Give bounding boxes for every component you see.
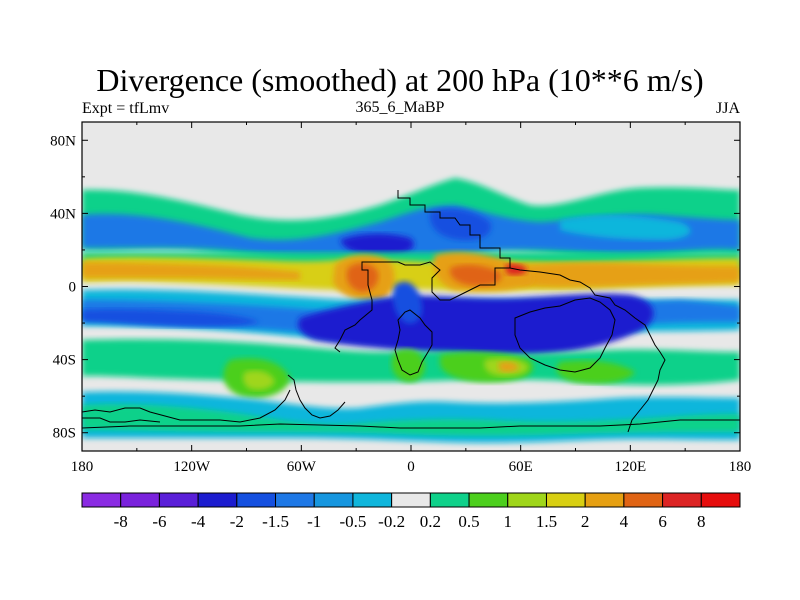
case-label: 365_6_MaBP [355,99,445,116]
plot-title: Divergence (smoothed) at 200 hPa (10**6 … [96,62,704,98]
colorbar-swatch [81,492,122,508]
colorbar-labels: -8 -6 -4 -2 -1.5 -1 -0.5 -0.2 0.2 0.5 1 1.5 2 4 6 8 [114,512,706,531]
coast-north-america [82,417,161,423]
x-tick-label: 120W [173,459,211,475]
field-s-deep-blue [298,293,654,357]
contour-fields [82,178,740,443]
y-tick-label: 0 [69,280,77,296]
colorbar-swatch [584,492,625,508]
coast-north-africa-eurasia [334,190,511,353]
x-tick-label: 120E [614,459,646,475]
colorbar-level-label: -0.2 [378,512,405,531]
coast-africa-south [394,309,433,376]
colorbar-swatch [120,492,160,508]
colorbar-level-label: -0.5 [339,512,366,531]
y-tick-labels: 80N 40N 0 40S 80S [50,133,76,441]
colorbar-level-label: 2 [581,512,590,531]
field-eq-orange-west [82,262,300,280]
colorbar-swatch [275,492,315,508]
field-sa-green [391,349,425,383]
colorbar-level-label: 4 [620,512,629,531]
coast-asia-east [509,267,666,433]
experiment-label: Expt = tfLmv [82,100,170,117]
x-tick-labels: 180 120W 60W 0 60E 120E 180 [71,459,752,475]
colorbar-swatch [352,492,393,508]
colorbar-swatch [507,492,547,508]
field-se-green [556,360,635,384]
colorbar-level-label: -2 [230,512,244,531]
colorbar-level-label: 1.5 [536,512,557,531]
colorbar-level-label: 8 [697,512,706,531]
field-atlantic-red [346,263,379,292]
axis-ticks [81,122,741,451]
colorbar-swatch [197,492,238,508]
colorbar-level-label: -1 [307,512,321,531]
colorbar-level-label: 0.2 [420,512,441,531]
x-tick-label: 180 [729,459,752,475]
x-tick-label: 0 [407,459,415,475]
x-tick-label: 180 [71,459,94,475]
field-n-deep-blue [340,233,414,257]
coast-australia [514,297,616,373]
colorbar-swatch [662,492,702,508]
colorbar-level-label: -6 [152,512,166,531]
field-s-orange [498,361,519,372]
y-tick-label: 40N [50,206,76,222]
colorbar-swatch [468,492,509,508]
y-tick-label: 80S [53,426,76,442]
colorbar-swatch [545,492,586,508]
colorbar-level-label: -4 [191,512,206,531]
colorbar-level-label: -1.5 [262,512,289,531]
colorbar-level-label: 0.5 [458,512,479,531]
colorbar-swatch [429,492,470,508]
colorbar-swatch [623,492,664,508]
y-tick-label: 80N [50,133,76,149]
coastlines [82,190,740,433]
field-sh-green [82,404,740,436]
field-sw-yellow [243,370,275,390]
coast-antarctica [82,389,740,429]
colorbar-level-label: 1 [504,512,513,531]
colorbar-swatch [236,492,277,508]
field-cyan-ne [560,215,691,240]
colorbar-swatch [700,492,741,508]
colorbar-level-label: 6 [658,512,667,531]
colorbar [81,492,741,508]
colorbar-swatch [391,492,431,508]
coast-americas [287,374,346,419]
y-tick-label: 40S [53,353,76,369]
colorbar-swatch [313,492,354,508]
colorbar-level-label: -8 [114,512,128,531]
x-tick-label: 60W [287,459,317,475]
field-africa-red [449,264,502,286]
field-west-blue [82,309,260,328]
x-tick-label: 60E [509,459,533,475]
field-saf-blue [392,281,423,324]
colorbar-swatch [158,492,199,508]
season-label: JJA [715,100,740,117]
